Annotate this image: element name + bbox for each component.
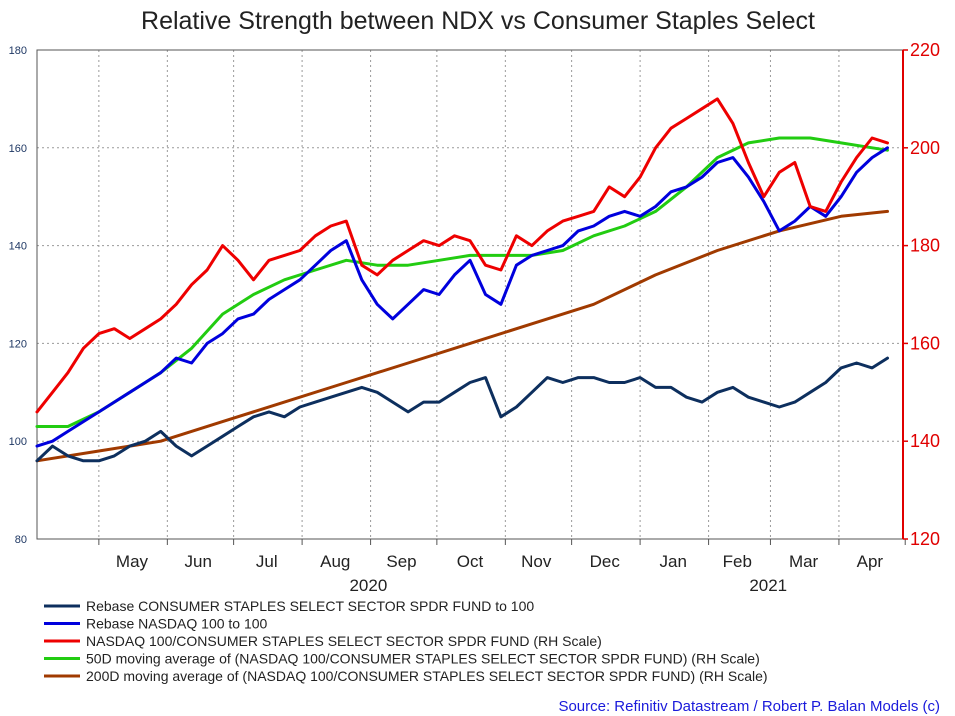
y-right-tick-label: 160 bbox=[910, 333, 940, 353]
chart-title: Relative Strength between NDX vs Consume… bbox=[141, 7, 815, 35]
axes: 80 100 120 140 160 180 120 140 160 180 200 220 May Ju… bbox=[9, 40, 940, 595]
y-left-tick-label: 140 bbox=[9, 241, 27, 253]
year-label: 2021 bbox=[749, 576, 787, 595]
x-tick-label: Nov bbox=[521, 552, 552, 571]
y-left-tick-label: 80 bbox=[15, 534, 27, 546]
x-tick-label: Aug bbox=[320, 552, 350, 571]
legend-label: Rebase NASDAQ 100 to 100 bbox=[86, 616, 268, 632]
legend-item: 50D moving average of (NASDAQ 100/CONSUM… bbox=[44, 651, 760, 667]
year-label: 2020 bbox=[349, 576, 387, 595]
legend-label: NASDAQ 100/CONSUMER STAPLES SELECT SECTO… bbox=[86, 633, 602, 649]
legend-item: Rebase CONSUMER STAPLES SELECT SECTOR SP… bbox=[44, 598, 534, 614]
x-tick-label: Mar bbox=[789, 552, 819, 571]
y-left-tick-label: 120 bbox=[9, 338, 27, 350]
x-tick-label: May bbox=[116, 552, 149, 571]
legend-item: 200D moving average of (NASDAQ 100/CONSU… bbox=[44, 668, 768, 684]
x-tick-label: Jul bbox=[256, 552, 278, 571]
legend-item: NASDAQ 100/CONSUMER STAPLES SELECT SECTO… bbox=[44, 633, 602, 649]
legend-label: 200D moving average of (NASDAQ 100/CONSU… bbox=[86, 668, 768, 684]
legend: Rebase CONSUMER STAPLES SELECT SECTOR SP… bbox=[44, 598, 768, 684]
y-left-tick-label: 160 bbox=[9, 143, 27, 155]
x-tick-label: Jun bbox=[185, 552, 212, 571]
source-note: Source: Refinitiv Datastream / Robert P.… bbox=[558, 698, 940, 715]
y-right-tick-label: 140 bbox=[910, 431, 940, 451]
y-right-tick-label: 200 bbox=[910, 138, 940, 158]
plot-area bbox=[35, 97, 889, 463]
series-line-4 bbox=[35, 209, 889, 463]
y-right-tick-label: 180 bbox=[910, 236, 940, 256]
series-line-0 bbox=[35, 356, 889, 463]
series-line-3 bbox=[35, 136, 889, 428]
legend-label: Rebase CONSUMER STAPLES SELECT SECTOR SP… bbox=[86, 598, 534, 614]
series-line-1 bbox=[35, 146, 889, 448]
y-left-tick-label: 100 bbox=[9, 436, 27, 448]
x-tick-label: Apr bbox=[857, 552, 884, 571]
legend-item: Rebase NASDAQ 100 to 100 bbox=[44, 616, 268, 632]
y-left-tick-label: 180 bbox=[9, 45, 27, 57]
x-tick-label: Oct bbox=[457, 552, 484, 571]
y-right-tick-label: 220 bbox=[910, 40, 940, 60]
x-tick-label: Dec bbox=[590, 552, 621, 571]
y-right-tick-label: 120 bbox=[910, 529, 940, 549]
series-line-2 bbox=[35, 97, 889, 414]
grid bbox=[37, 50, 903, 539]
x-tick-label: Feb bbox=[723, 552, 752, 571]
x-tick-label: Sep bbox=[386, 552, 416, 571]
legend-label: 50D moving average of (NASDAQ 100/CONSUM… bbox=[86, 651, 760, 667]
x-tick-label: Jan bbox=[660, 552, 687, 571]
